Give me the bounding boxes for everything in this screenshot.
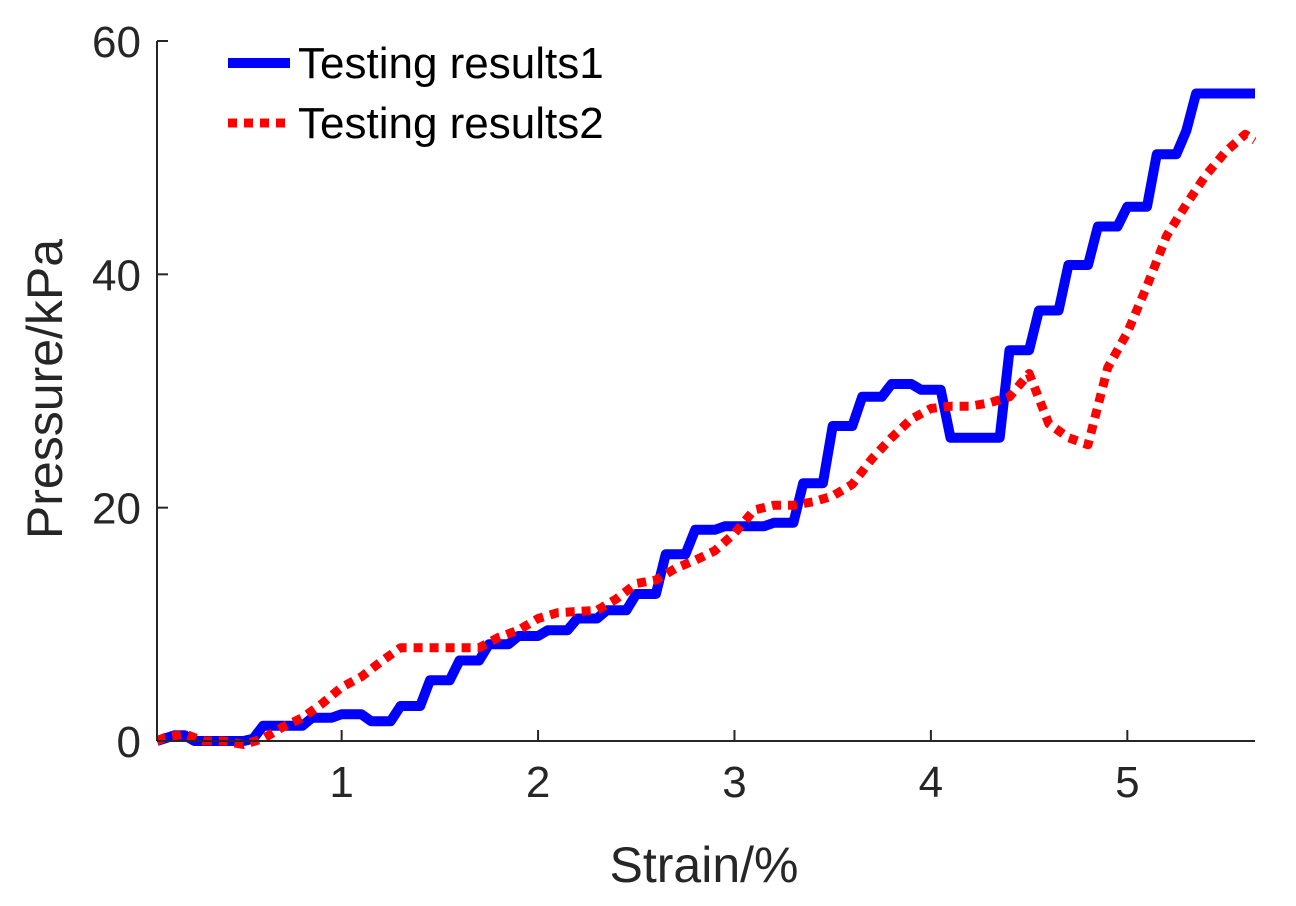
y-tick-label: 60 xyxy=(92,18,141,67)
series-line-1 xyxy=(157,88,1255,746)
legend: Testing results1 Testing results2 xyxy=(228,39,604,148)
legend-label-2: Testing results2 xyxy=(298,99,604,148)
x-axis-title: Strain/% xyxy=(610,837,799,893)
axes: 1 2 3 4 5 0 20 40 60 Strain/% Pressure/kPa xyxy=(17,18,1255,893)
y-tick-label: 20 xyxy=(92,485,141,534)
x-tick-label: 4 xyxy=(919,758,943,807)
x-tick-label: 1 xyxy=(329,758,353,807)
legend-label-1: Testing results1 xyxy=(298,39,604,88)
y-tick-label: 40 xyxy=(92,251,141,300)
plot-lines xyxy=(157,88,1256,749)
series-line-2 xyxy=(157,129,1256,749)
x-tick-label: 5 xyxy=(1115,758,1139,807)
x-tick-label: 2 xyxy=(526,758,550,807)
x-tick-label: 3 xyxy=(722,758,746,807)
y-axis-title: Pressure/kPa xyxy=(17,239,73,539)
y-tick-label: 0 xyxy=(117,718,141,767)
